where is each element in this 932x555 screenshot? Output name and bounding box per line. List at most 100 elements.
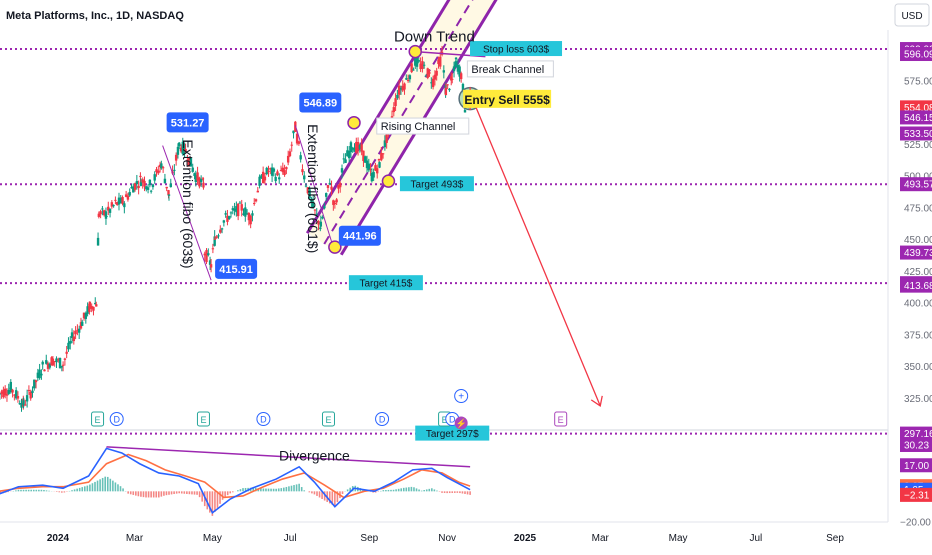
- dividend-event-letter: D: [260, 415, 267, 425]
- candle-body: [137, 186, 139, 188]
- candle-body: [334, 203, 336, 204]
- candle-body: [224, 213, 226, 214]
- candle-body: [35, 380, 37, 382]
- histogram-bar: [18, 490, 20, 492]
- y-tick-label: 450.00: [904, 235, 932, 246]
- signal-line: [0, 455, 470, 498]
- candle-body: [405, 78, 407, 79]
- candle-body: [105, 216, 107, 217]
- histogram-bar: [263, 489, 265, 492]
- histogram-bar: [229, 491, 231, 493]
- histogram-bar: [237, 490, 239, 491]
- x-tick-label: Jul: [284, 533, 297, 544]
- candle-body: [393, 107, 395, 112]
- earnings-event-letter: E: [200, 415, 206, 425]
- histogram-bar: [441, 491, 443, 493]
- y-tick-label: 400.00: [904, 299, 932, 310]
- histogram-bar: [132, 491, 134, 495]
- histogram-bar: [314, 491, 316, 494]
- candle-body: [443, 70, 445, 72]
- x-tick-label: 2025: [514, 533, 537, 544]
- candle-body: [170, 184, 172, 187]
- histogram-bar: [20, 490, 22, 492]
- candle-body: [350, 142, 352, 152]
- histogram-bar: [64, 491, 66, 492]
- candle-body: [376, 168, 378, 173]
- histogram-bar: [155, 491, 157, 497]
- x-tick-label: Sep: [360, 533, 378, 544]
- candle-body: [154, 174, 156, 180]
- histogram-bar: [434, 489, 436, 491]
- candle-body: [147, 187, 149, 190]
- x-tick-label: Mar: [126, 533, 144, 544]
- candle-body: [428, 72, 430, 73]
- entry-label: Entry Sell 555$: [464, 93, 550, 107]
- candle-body: [8, 390, 10, 394]
- x-tick-label: May: [669, 533, 688, 544]
- candle-body: [423, 65, 425, 66]
- pl-531-text: 531.27: [171, 117, 205, 129]
- candle-body: [166, 187, 168, 188]
- candle-body: [451, 79, 453, 80]
- axis-tag-text: 413.68: [904, 281, 932, 292]
- candle-body: [99, 211, 101, 214]
- candle-body: [26, 395, 28, 401]
- candle-body: [439, 57, 441, 67]
- x-tick-label: May: [203, 533, 222, 544]
- histogram-bar: [46, 490, 48, 491]
- histogram-bar: [23, 490, 25, 492]
- candle-body: [31, 391, 33, 393]
- histogram-bar: [293, 485, 295, 491]
- candle-body: [139, 176, 141, 177]
- candle-body: [412, 69, 414, 70]
- histogram-bar: [130, 491, 132, 494]
- histogram-bar: [265, 489, 267, 492]
- histogram-bar: [135, 491, 137, 495]
- x-tick-label: Mar: [592, 533, 610, 544]
- candle-body: [64, 359, 66, 360]
- candle-body: [212, 248, 214, 249]
- histogram-bar: [191, 491, 193, 494]
- candle-body: [164, 179, 166, 183]
- histogram-bar: [240, 489, 242, 491]
- histogram-bar: [166, 491, 168, 495]
- histogram-bar: [431, 488, 433, 491]
- histogram-bar: [171, 491, 173, 494]
- histogram-bar: [464, 491, 466, 494]
- histogram-bar: [102, 478, 104, 491]
- earnings-event-letter: E: [325, 415, 331, 425]
- histogram-bar: [79, 488, 81, 491]
- candle-body: [219, 230, 221, 233]
- candle-body: [129, 192, 131, 196]
- histogram-bar: [84, 486, 86, 491]
- histogram-bar: [92, 483, 94, 491]
- candle-body: [230, 212, 232, 213]
- lvl-415-label: Target 415$: [359, 279, 412, 290]
- candle-body: [241, 204, 243, 210]
- candle-body: [249, 216, 251, 224]
- candle-body: [301, 169, 303, 172]
- earnings-event-letter: E: [95, 415, 101, 425]
- candle-body: [150, 191, 152, 192]
- histogram-bar: [408, 487, 410, 491]
- y-tick-label: 425.00: [904, 267, 932, 278]
- histogram-bar: [158, 491, 160, 497]
- candle-body: [382, 153, 384, 154]
- candle-body: [97, 238, 99, 246]
- candle-body: [448, 89, 450, 90]
- candle-body: [396, 95, 398, 98]
- candle-body: [327, 185, 329, 188]
- candle-body: [202, 183, 204, 188]
- candle-body: [89, 302, 91, 306]
- axis-tag-text: 493.57: [904, 180, 932, 191]
- pl-441-text: 441.96: [343, 231, 377, 243]
- candle-body: [140, 182, 142, 186]
- y-tick-label: 525.00: [904, 140, 932, 151]
- candle-body: [394, 98, 396, 106]
- candle-body: [267, 171, 269, 172]
- histogram-bar: [426, 489, 428, 491]
- histogram-bar: [388, 490, 390, 491]
- candle-body: [407, 80, 409, 81]
